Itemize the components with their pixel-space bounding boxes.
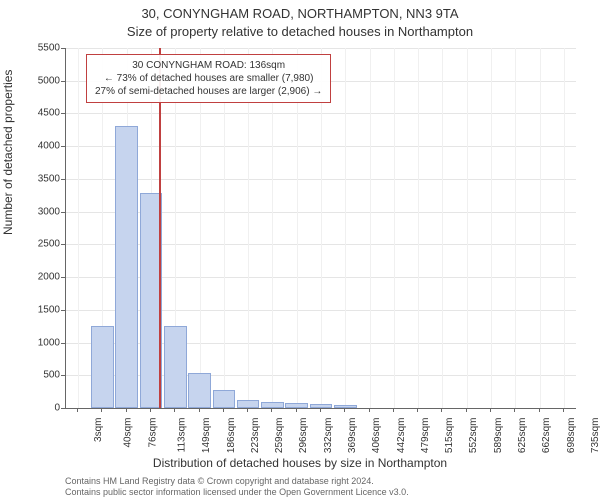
x-tick-label: 186sqm xyxy=(226,418,237,454)
footer-line-1: Contains HM Land Registry data © Crown c… xyxy=(65,476,374,486)
x-tick-mark xyxy=(247,408,248,412)
y-tick-label: 5500 xyxy=(20,43,60,54)
gridline-v xyxy=(394,48,395,408)
footer-line-2: Contains public sector information licen… xyxy=(65,487,409,497)
x-tick-mark xyxy=(77,408,78,412)
x-tick-mark xyxy=(490,408,491,412)
y-tick-label: 3000 xyxy=(20,206,60,217)
y-tick-label: 4500 xyxy=(20,108,60,119)
x-tick-label: 589sqm xyxy=(493,418,504,454)
x-tick-mark xyxy=(441,408,442,412)
chart-container: 30, CONYNGHAM ROAD, NORTHAMPTON, NN3 9TA… xyxy=(0,0,600,500)
gridline-v xyxy=(345,48,346,408)
y-tick-mark xyxy=(61,113,65,114)
x-tick-mark xyxy=(223,408,224,412)
y-tick-label: 5000 xyxy=(20,75,60,86)
x-tick-label: 442sqm xyxy=(396,418,407,454)
gridline-v xyxy=(442,48,443,408)
y-tick-label: 1500 xyxy=(20,304,60,315)
y-tick-mark xyxy=(61,375,65,376)
y-tick-label: 3500 xyxy=(20,173,60,184)
y-tick-label: 1000 xyxy=(20,337,60,348)
histogram-bar xyxy=(285,403,307,408)
y-tick-label: 2000 xyxy=(20,272,60,283)
y-tick-mark xyxy=(61,146,65,147)
x-tick-mark xyxy=(539,408,540,412)
x-tick-label: 735sqm xyxy=(590,418,600,454)
histogram-bar xyxy=(91,326,113,408)
x-tick-label: 515sqm xyxy=(444,418,455,454)
histogram-bar xyxy=(213,390,235,408)
y-axis-label: Number of detached properties xyxy=(1,70,15,235)
x-tick-mark xyxy=(271,408,272,412)
y-tick-label: 0 xyxy=(20,403,60,414)
x-tick-label: 369sqm xyxy=(347,418,358,454)
y-tick-mark xyxy=(61,310,65,311)
x-tick-label: 113sqm xyxy=(176,418,187,453)
histogram-bar xyxy=(188,373,210,408)
y-tick-mark xyxy=(61,81,65,82)
x-tick-label: 40sqm xyxy=(123,418,134,448)
annotation-box: 30 CONYNGHAM ROAD: 136sqm← 73% of detach… xyxy=(86,54,331,103)
annotation-line-2: ← 73% of detached houses are smaller (7,… xyxy=(95,72,322,85)
gridline-v xyxy=(491,48,492,408)
gridline-v xyxy=(418,48,419,408)
x-tick-label: 698sqm xyxy=(566,418,577,454)
histogram-bar xyxy=(237,400,259,408)
x-tick-mark xyxy=(563,408,564,412)
gridline-v xyxy=(370,48,371,408)
x-tick-label: 479sqm xyxy=(420,418,431,454)
x-tick-label: 296sqm xyxy=(299,418,310,454)
x-tick-label: 259sqm xyxy=(274,418,285,454)
annotation-line-1: 30 CONYNGHAM ROAD: 136sqm xyxy=(95,59,322,72)
gridline-v xyxy=(78,48,79,408)
gridline-v xyxy=(540,48,541,408)
y-tick-mark xyxy=(61,244,65,245)
histogram-bar xyxy=(115,126,137,408)
y-tick-label: 2500 xyxy=(20,239,60,250)
x-tick-mark xyxy=(369,408,370,412)
histogram-bar xyxy=(261,402,283,408)
y-tick-mark xyxy=(61,343,65,344)
x-tick-label: 3sqm xyxy=(93,418,104,442)
y-tick-mark xyxy=(61,179,65,180)
x-tick-mark xyxy=(174,408,175,412)
x-tick-mark xyxy=(101,408,102,412)
x-axis-label: Distribution of detached houses by size … xyxy=(0,456,600,470)
y-tick-mark xyxy=(61,48,65,49)
title-main: 30, CONYNGHAM ROAD, NORTHAMPTON, NN3 9TA xyxy=(0,6,600,21)
x-tick-mark xyxy=(296,408,297,412)
y-tick-mark xyxy=(61,408,65,409)
x-tick-mark xyxy=(126,408,127,412)
x-tick-mark xyxy=(199,408,200,412)
x-tick-label: 406sqm xyxy=(371,418,382,454)
x-tick-label: 552sqm xyxy=(469,418,480,454)
gridline-v xyxy=(564,48,565,408)
x-tick-label: 625sqm xyxy=(517,418,528,454)
x-tick-mark xyxy=(417,408,418,412)
x-tick-mark xyxy=(150,408,151,412)
y-tick-label: 500 xyxy=(20,370,60,381)
x-tick-mark xyxy=(514,408,515,412)
gridline-v xyxy=(467,48,468,408)
x-tick-mark xyxy=(393,408,394,412)
y-tick-mark xyxy=(61,277,65,278)
annotation-line-3: 27% of semi-detached houses are larger (… xyxy=(95,85,322,98)
x-tick-mark xyxy=(466,408,467,412)
x-tick-mark xyxy=(344,408,345,412)
gridline-v xyxy=(515,48,516,408)
histogram-bar xyxy=(334,405,356,408)
y-tick-mark xyxy=(61,212,65,213)
x-tick-label: 76sqm xyxy=(147,418,158,448)
x-tick-label: 149sqm xyxy=(201,418,212,454)
x-tick-label: 223sqm xyxy=(250,418,261,454)
title-sub: Size of property relative to detached ho… xyxy=(0,24,600,39)
histogram-bar xyxy=(164,326,186,408)
x-tick-label: 332sqm xyxy=(323,418,334,454)
y-tick-label: 4000 xyxy=(20,141,60,152)
x-tick-mark xyxy=(320,408,321,412)
x-tick-label: 662sqm xyxy=(541,418,552,454)
